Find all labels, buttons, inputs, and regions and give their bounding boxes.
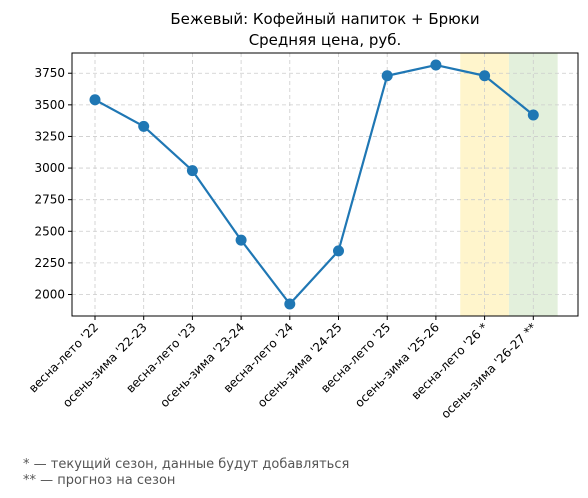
- series-line-0: [94, 63, 534, 306]
- data-point: [479, 70, 491, 82]
- chart-title-line-1: Бежевый: Кофейный напиток + Брюки: [170, 10, 479, 28]
- y-tick-label: 3250: [34, 129, 65, 143]
- data-point: [235, 234, 247, 246]
- x-tick-label: осень-зима '24-25: [255, 320, 345, 410]
- x-tick-label: осень-зима '26-27 **: [438, 320, 539, 421]
- footnote-current-season: * — текущий сезон, данные будут добавлят…: [23, 457, 350, 472]
- highlight-bands: [460, 53, 558, 316]
- data-point: [89, 94, 101, 106]
- x-tick-label: осень-зима '25-26: [352, 320, 442, 410]
- data-point: [138, 120, 150, 132]
- y-tick-label: 2500: [34, 224, 65, 238]
- y-tick-label: 2000: [34, 288, 65, 302]
- x-tick-label: осень-зима '23-24: [157, 320, 247, 410]
- data-point: [284, 298, 296, 310]
- data-point: [186, 165, 198, 177]
- data-point: [430, 59, 442, 71]
- y-tick-label: 3500: [34, 98, 65, 112]
- plot-area: [71, 52, 579, 317]
- data-point: [381, 70, 393, 82]
- y-tick-label: 3750: [34, 66, 65, 80]
- data-point: [527, 109, 539, 121]
- data-point: [333, 245, 344, 257]
- y-tick-label: 3000: [34, 161, 65, 175]
- series: [89, 59, 539, 310]
- x-tick-label: осень-зима '22-23: [60, 320, 150, 410]
- y-tick-label: 2250: [34, 256, 65, 270]
- chart-title-line-2: Средняя цена, руб.: [249, 31, 402, 49]
- highlight-band-0: [460, 53, 509, 316]
- y-tick-label: 2750: [34, 193, 65, 207]
- footnote-forecast: ** — прогноз на сезон: [23, 473, 176, 488]
- highlight-band-1: [508, 53, 558, 316]
- y-axis: 2000 2250 2500 2750 3000 3250 3500 3750: [34, 66, 72, 302]
